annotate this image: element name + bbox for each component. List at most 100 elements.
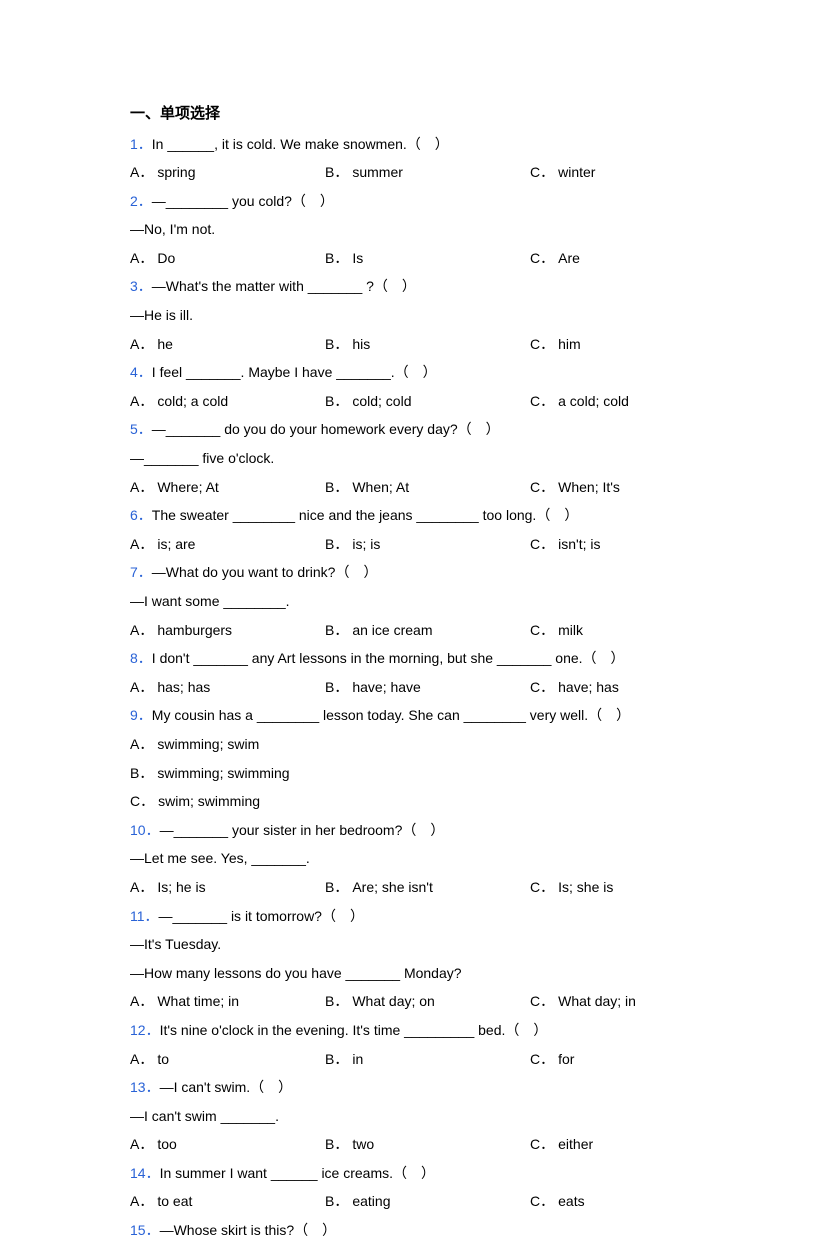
- option-letter: C．: [530, 617, 554, 644]
- option-letter: A．: [130, 988, 153, 1015]
- option-text: has; has: [157, 674, 210, 701]
- questions-container: 1．In ______, it is cold. We make snowmen…: [130, 131, 696, 1244]
- option-b: B．summer: [325, 159, 530, 186]
- question-text: In ______, it is cold. We make snowmen.（…: [152, 136, 449, 152]
- option-letter: C．: [530, 474, 554, 501]
- option-a: A．has; has: [130, 674, 325, 701]
- option-text: an ice cream: [352, 617, 432, 644]
- option-text: summer: [352, 159, 403, 186]
- option-a: A．spring: [130, 159, 325, 186]
- option-text: in: [352, 1046, 363, 1073]
- option-text: cold; a cold: [157, 388, 228, 415]
- option-text: Is; he is: [157, 874, 205, 901]
- question-line: 9．My cousin has a ________ lesson today.…: [130, 702, 696, 729]
- option-text: When; At: [352, 474, 409, 501]
- question-line: 4．I feel _______. Maybe I have _______.（…: [130, 359, 696, 386]
- option-text: Is; she is: [558, 874, 613, 901]
- question-number: 6．: [130, 507, 152, 523]
- option-a: A．swimming; swim: [130, 731, 696, 758]
- option-a: A．too: [130, 1131, 325, 1158]
- option-letter: C．: [530, 331, 554, 358]
- option-text: too: [157, 1131, 176, 1158]
- option-text: two: [352, 1131, 374, 1158]
- option-text: swimming; swim: [157, 736, 259, 752]
- question-line: 11．—_______ is it tomorrow?（ ）: [130, 903, 696, 930]
- option-text: is; are: [157, 531, 195, 558]
- option-c: C．a cold; cold: [530, 388, 696, 415]
- option-a: A．cold; a cold: [130, 388, 325, 415]
- question-line: 15．—Whose skirt is this?（ ）: [130, 1217, 696, 1244]
- options-row: A．toB．inC．for: [130, 1046, 696, 1073]
- option-text: Do: [157, 245, 175, 272]
- options-row: A．has; hasB．have; haveC．have; has: [130, 674, 696, 701]
- question-line: 2．—________ you cold?（ ）: [130, 188, 696, 215]
- option-b: B．When; At: [325, 474, 530, 501]
- option-c: C．milk: [530, 617, 696, 644]
- option-c: C．eats: [530, 1188, 696, 1215]
- option-a: A．What time; in: [130, 988, 325, 1015]
- options-row: A．springB．summerC．winter: [130, 159, 696, 186]
- option-letter: A．: [130, 736, 153, 752]
- question-text: In summer I want ______ ice creams.（ ）: [160, 1165, 435, 1181]
- options-row: A．is; areB．is; isC．isn't; is: [130, 531, 696, 558]
- option-letter: B．: [325, 245, 348, 272]
- option-letter: C．: [530, 1131, 554, 1158]
- question-number: 5．: [130, 421, 152, 437]
- option-letter: A．: [130, 1131, 153, 1158]
- option-letter: C．: [530, 1188, 554, 1215]
- option-c: C．When; It's: [530, 474, 696, 501]
- option-text: Where; At: [157, 474, 218, 501]
- question-number: 2．: [130, 193, 152, 209]
- question-line: 10．—_______ your sister in her bedroom?（…: [130, 817, 696, 844]
- options-row: A．hamburgersB．an ice creamC．milk: [130, 617, 696, 644]
- option-b: B．is; is: [325, 531, 530, 558]
- option-b: B．in: [325, 1046, 530, 1073]
- question-followup: —He is ill.: [130, 302, 696, 329]
- option-text: either: [558, 1131, 593, 1158]
- option-letter: A．: [130, 1188, 153, 1215]
- option-text: hamburgers: [157, 617, 232, 644]
- question-number: 15．: [130, 1222, 160, 1238]
- option-letter: B．: [325, 388, 348, 415]
- question-followup: —I can't swim _______.: [130, 1103, 696, 1130]
- question-text: —_______ do you do your homework every d…: [152, 421, 500, 437]
- option-b: B．Is: [325, 245, 530, 272]
- option-text: cold; cold: [352, 388, 411, 415]
- option-text: is; is: [352, 531, 380, 558]
- option-a: A．Do: [130, 245, 325, 272]
- option-a: A．is; are: [130, 531, 325, 558]
- option-letter: C．: [130, 793, 154, 809]
- option-c: C．swim; swimming: [130, 788, 696, 815]
- question-followup: —_______ five o'clock.: [130, 445, 696, 472]
- option-letter: A．: [130, 388, 153, 415]
- question-number: 9．: [130, 707, 152, 723]
- question-text: My cousin has a ________ lesson today. S…: [152, 707, 630, 723]
- question-number: 11．: [130, 908, 159, 924]
- question-text: —_______ your sister in her bedroom?（ ）: [160, 822, 445, 838]
- question-text: —________ you cold?（ ）: [152, 193, 334, 209]
- option-letter: B．: [325, 1188, 348, 1215]
- option-c: C．Is; she is: [530, 874, 696, 901]
- option-c: C．have; has: [530, 674, 696, 701]
- question-text: —What do you want to drink?（ ）: [152, 564, 378, 580]
- option-b: B．swimming; swimming: [130, 760, 696, 787]
- question-text: I feel _______. Maybe I have _______.（ ）: [152, 364, 437, 380]
- option-text: a cold; cold: [558, 388, 629, 415]
- option-text: What day; on: [352, 988, 435, 1015]
- option-letter: A．: [130, 874, 153, 901]
- question-number: 8．: [130, 650, 152, 666]
- option-letter: C．: [530, 674, 554, 701]
- question-text: I don't _______ any Art lessons in the m…: [152, 650, 625, 666]
- question-line: 14．In summer I want ______ ice creams.（ …: [130, 1160, 696, 1187]
- option-letter: B．: [130, 765, 153, 781]
- question-followup: —It's Tuesday.: [130, 931, 696, 958]
- option-c: C．for: [530, 1046, 696, 1073]
- question-line: 7．—What do you want to drink?（ ）: [130, 559, 696, 586]
- option-text: swim; swimming: [158, 793, 260, 809]
- question-text: The sweater ________ nice and the jeans …: [152, 507, 579, 523]
- option-c: C．isn't; is: [530, 531, 696, 558]
- option-text: What day; in: [558, 988, 636, 1015]
- option-a: A．to: [130, 1046, 325, 1073]
- option-a: A．to eat: [130, 1188, 325, 1215]
- option-text: swimming; swimming: [157, 765, 289, 781]
